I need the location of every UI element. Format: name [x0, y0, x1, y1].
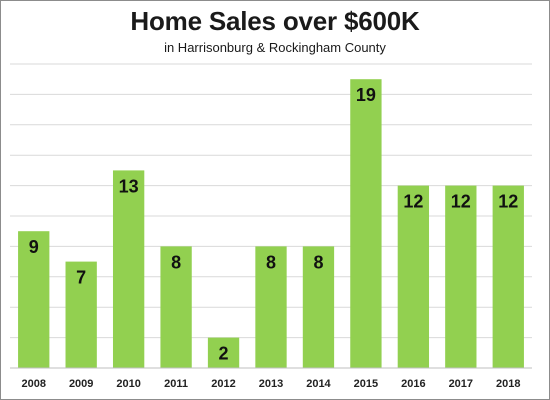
x-tick-label-2018: 2018	[496, 378, 520, 390]
bar-2010	[112, 170, 145, 368]
x-tick-label-2010: 2010	[116, 378, 140, 390]
bar-2013	[255, 246, 287, 368]
x-tick-label-2015: 2015	[354, 378, 378, 390]
chart-subtitle: in Harrisonburg & Rockingham County	[164, 40, 386, 55]
chart-title: Home Sales over $600K	[130, 6, 420, 36]
data-label-2015: 19	[356, 85, 376, 105]
data-label-2010: 13	[119, 176, 139, 196]
x-tick-label-2013: 2013	[259, 378, 283, 390]
data-label-2012: 2	[219, 344, 229, 364]
bar-2018	[492, 185, 524, 368]
data-label-2016: 12	[403, 192, 423, 212]
data-label-2009: 7	[76, 268, 86, 288]
bar-2015	[350, 79, 382, 368]
bar-2016	[397, 185, 430, 368]
bar-2009	[65, 261, 97, 368]
bar-2012	[207, 337, 240, 368]
data-label-2008: 9	[29, 237, 39, 257]
x-tick-label-2012: 2012	[211, 378, 235, 390]
bar-2014	[302, 246, 335, 368]
data-label-2011: 8	[171, 252, 181, 272]
x-tick-label-2014: 2014	[306, 378, 331, 390]
bar-2008	[18, 231, 50, 368]
bar-2011	[160, 246, 192, 368]
x-tick-label-2008: 2008	[21, 378, 45, 390]
bar-2017	[445, 185, 477, 368]
x-tick-label-2009: 2009	[69, 378, 93, 390]
data-label-2014: 8	[313, 252, 323, 272]
x-tick-label-2017: 2017	[449, 378, 473, 390]
data-label-2018: 12	[498, 192, 518, 212]
x-tick-label-2016: 2016	[401, 378, 425, 390]
data-label-2017: 12	[451, 192, 471, 212]
x-tick-label-2011: 2011	[164, 378, 188, 390]
data-label-2013: 8	[266, 252, 276, 272]
